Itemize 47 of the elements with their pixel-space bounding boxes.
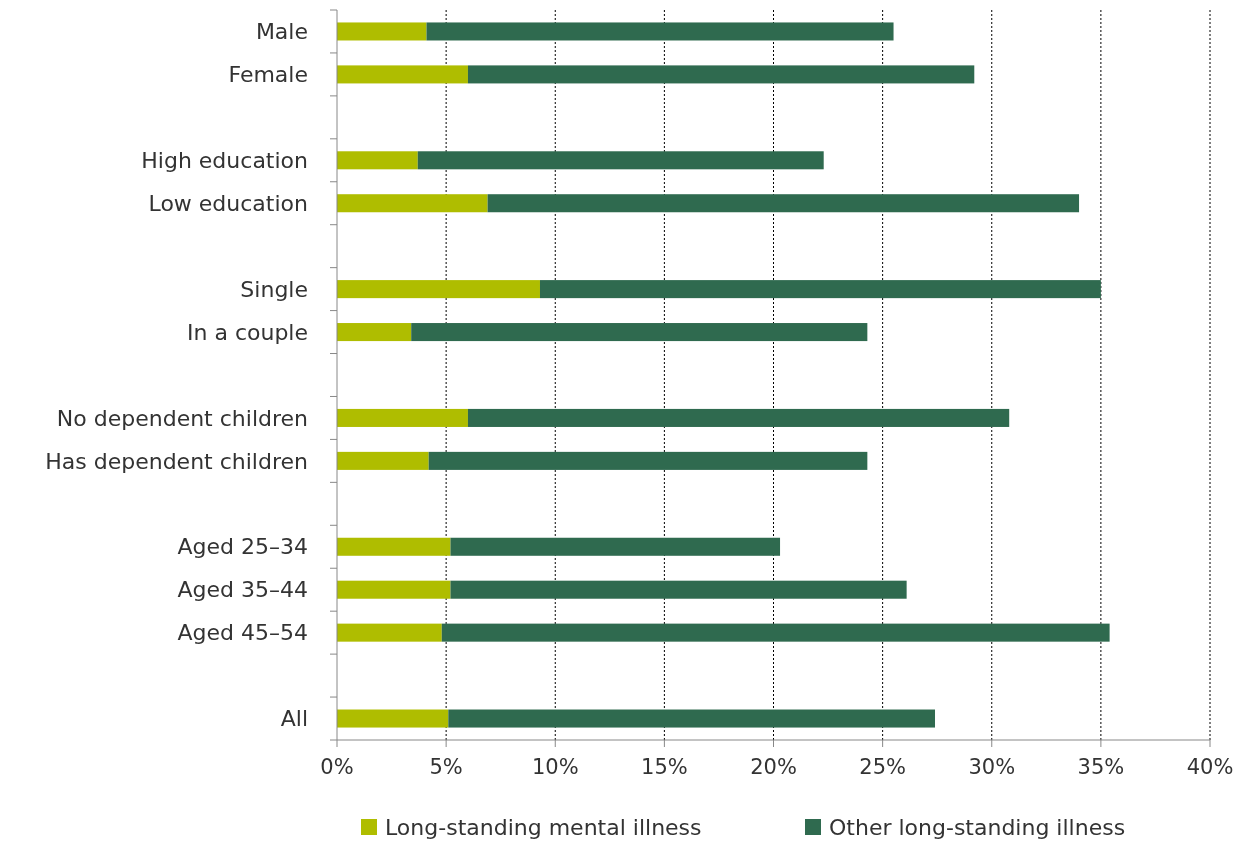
bar — [450, 580, 907, 599]
bar — [337, 623, 442, 642]
y-tick-label: High education — [141, 147, 308, 173]
y-tick-label: Aged 25–34 — [177, 534, 308, 560]
bar — [450, 537, 781, 556]
x-tick-label: 10% — [531, 755, 579, 779]
y-tick-label: Aged 45–54 — [177, 620, 308, 646]
bar — [426, 22, 894, 41]
bar — [337, 280, 540, 299]
bar — [337, 408, 468, 427]
bar — [411, 323, 868, 342]
legend-label: Other long-standing illness — [829, 815, 1126, 840]
bar — [428, 451, 868, 470]
y-tick-label: Male — [255, 19, 308, 45]
x-tick-label: 15% — [641, 755, 688, 779]
bar — [337, 65, 468, 84]
bar — [337, 323, 412, 342]
bar — [441, 623, 1110, 642]
x-tick-label: 25% — [859, 755, 906, 779]
y-tick-label: Has dependent children — [45, 448, 308, 474]
bar — [467, 65, 975, 84]
x-tick-label: 5% — [429, 755, 463, 779]
x-tick-label: 30% — [968, 755, 1016, 779]
bar — [539, 280, 1101, 299]
bar — [337, 194, 488, 213]
y-tick-label: Single — [240, 276, 308, 302]
y-tick-label: All — [280, 706, 308, 732]
bar — [487, 194, 1080, 213]
x-tick-label: 40% — [1186, 755, 1234, 779]
bar — [337, 151, 418, 170]
bar — [337, 580, 451, 599]
x-tick-label: 20% — [750, 755, 797, 779]
bar — [337, 22, 427, 41]
x-tick-label: 35% — [1077, 755, 1125, 779]
bar — [417, 151, 824, 170]
y-tick-label: Female — [228, 62, 308, 88]
y-tick-label: Low education — [148, 190, 308, 216]
y-tick-label: In a couple — [186, 319, 308, 345]
bar — [467, 408, 1010, 427]
y-tick-label: Aged 35–44 — [177, 577, 308, 603]
bar — [337, 537, 451, 556]
bar — [337, 709, 449, 728]
legend-label: Long-standing mental illness — [385, 815, 702, 840]
y-tick-label: No dependent children — [56, 405, 308, 431]
bar — [337, 451, 429, 470]
x-tick-label: 0% — [320, 755, 354, 779]
bar — [448, 709, 936, 728]
